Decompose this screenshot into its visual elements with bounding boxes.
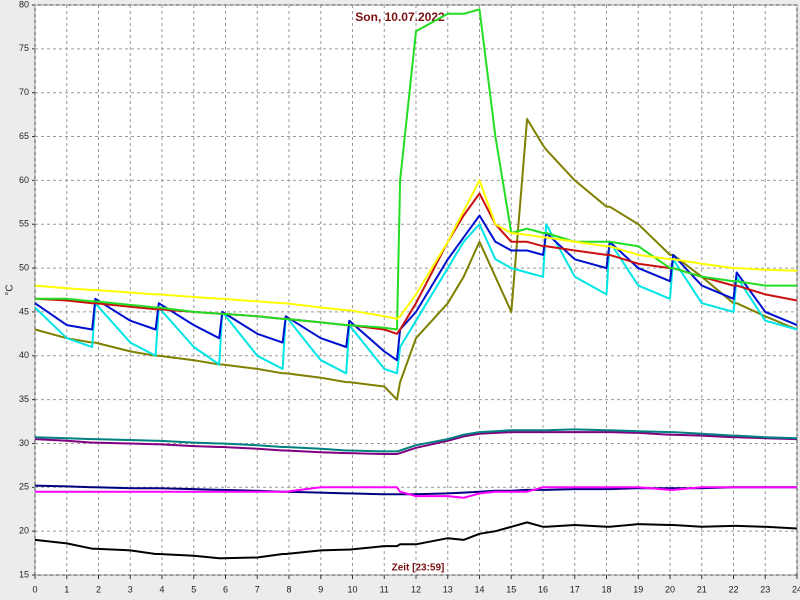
x-tick-label: 12 <box>411 584 421 594</box>
series-line <box>34 179 798 320</box>
y-tick-label: 60 <box>19 175 29 185</box>
x-tick-label: 20 <box>665 584 675 594</box>
y-tick-label: 40 <box>19 350 29 360</box>
x-tick-label: 17 <box>570 584 580 594</box>
y-tick-label: 35 <box>19 394 29 404</box>
x-tick-label: 3 <box>128 584 133 594</box>
y-tick-label: 50 <box>19 262 29 272</box>
y-tick-label: 30 <box>19 438 29 448</box>
x-tick-label: 22 <box>728 584 738 594</box>
series-line <box>34 521 798 560</box>
x-tick-label: 10 <box>347 584 357 594</box>
x-tick-label: 6 <box>223 584 228 594</box>
x-tick-label: 16 <box>538 584 548 594</box>
x-tick-label: 24 <box>792 584 800 594</box>
x-tick-label: 4 <box>159 584 164 594</box>
y-axis-label: °C <box>5 284 16 295</box>
series-line <box>34 118 798 401</box>
y-tick-label: 80 <box>19 0 29 9</box>
y-tick-label: 15 <box>19 569 29 579</box>
x-tick-label: 19 <box>633 584 643 594</box>
x-tick-label: 2 <box>96 584 101 594</box>
x-tick-label: 14 <box>474 584 484 594</box>
series-line <box>34 431 798 455</box>
x-tick-label: 8 <box>286 584 291 594</box>
x-tick-label: 13 <box>443 584 453 594</box>
y-tick-label: 25 <box>19 482 29 492</box>
y-tick-label: 55 <box>19 219 29 229</box>
x-tick-label: 18 <box>601 584 611 594</box>
y-tick-label: 45 <box>19 306 29 316</box>
series-line <box>34 428 798 453</box>
x-tick-label: 0 <box>32 584 37 594</box>
y-tick-label: 70 <box>19 87 29 97</box>
series-line <box>35 486 797 499</box>
chart-title: Son, 10.07.2022 <box>355 10 445 24</box>
series-line <box>35 8 797 331</box>
x-tick-label: 11 <box>380 584 389 594</box>
y-tick-label: 75 <box>19 43 29 53</box>
x-tick-label: 21 <box>697 584 707 594</box>
series-line <box>34 223 798 375</box>
y-tick-label: 20 <box>19 526 29 536</box>
x-tick-label: 7 <box>255 584 260 594</box>
x-tick-label: 23 <box>760 584 770 594</box>
x-tick-label: 1 <box>64 584 69 594</box>
x-tick-label: 5 <box>191 584 196 594</box>
x-axis-label: Zeit [23:59] <box>392 563 445 574</box>
x-tick-label: 9 <box>318 584 323 594</box>
series-line <box>34 192 798 335</box>
y-tick-label: 65 <box>19 131 29 141</box>
x-tick-label: 15 <box>506 584 516 594</box>
